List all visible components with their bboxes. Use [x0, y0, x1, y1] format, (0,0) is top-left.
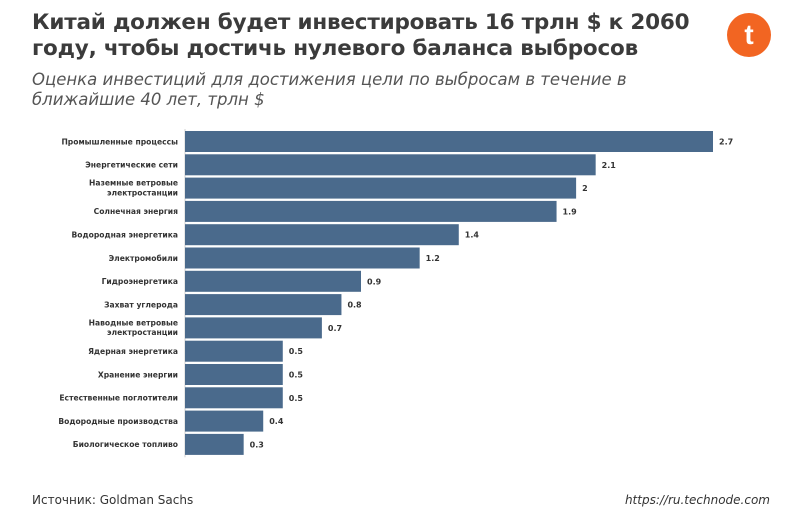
category-label-line: Наземные ветровые	[89, 179, 178, 188]
category-label: Наземные ветровые электростанции	[89, 179, 178, 198]
value-label: 2	[582, 184, 588, 193]
source-label: Источник: Goldman Sachs	[32, 493, 194, 507]
value-label: 2.1	[602, 161, 617, 170]
value-label: 0.5	[289, 347, 304, 356]
category-label: Водородные производства	[58, 417, 178, 426]
value-label: 0.5	[289, 371, 304, 380]
bar	[185, 317, 322, 339]
logo-circle	[727, 13, 771, 57]
bar	[185, 177, 577, 199]
category-label: Энергетические сети	[85, 161, 178, 170]
category-label: Гидроэнергетика	[102, 277, 178, 286]
category-label: Хранение энергии	[98, 370, 178, 379]
bar	[185, 410, 264, 432]
bar	[185, 224, 459, 246]
bar	[185, 433, 244, 455]
value-label: 2.7	[719, 138, 733, 147]
chart-subtitle: Оценка инвестиций для достижения цели по…	[32, 70, 627, 109]
bar	[185, 340, 283, 362]
source-url[interactable]: https://ru.technode.com	[624, 493, 770, 507]
bar-chart: Промышленные процессы 2.7 Энергетические с…	[58, 129, 733, 458]
bar	[185, 154, 596, 176]
bar	[185, 247, 420, 269]
value-label: 0.9	[367, 277, 382, 286]
technode-logo: t	[727, 13, 771, 57]
category-label: Электромобили	[109, 254, 178, 263]
value-label: 0.3	[250, 440, 264, 449]
value-label: 0.7	[328, 324, 342, 333]
bar	[185, 294, 342, 316]
value-label: 0.8	[347, 301, 362, 310]
bar	[185, 387, 283, 409]
category-label: Наводные ветровые электростанции	[89, 319, 178, 338]
category-label: Промышленные процессы	[61, 137, 178, 146]
category-label: Ядерная энергетика	[88, 347, 178, 356]
logo-letter: t	[744, 19, 753, 50]
bar	[185, 200, 557, 222]
value-label: 1.4	[465, 231, 480, 240]
category-label-line: электростанции	[107, 188, 178, 197]
category-label-line: электростанции	[107, 328, 178, 337]
value-label: 0.5	[289, 394, 304, 403]
category-label: Естественные поглотители	[59, 394, 178, 403]
bar	[185, 270, 361, 292]
category-label-line: Наводные ветровые	[89, 319, 178, 328]
category-label: Захват углерода	[104, 300, 178, 309]
bar	[185, 364, 283, 385]
category-label: Солнечная энергия	[94, 207, 178, 216]
category-label: Водородная энергетика	[72, 231, 178, 240]
bar	[185, 131, 713, 152]
category-label: Биологическое топливо	[73, 440, 178, 449]
value-label: 1.2	[426, 254, 440, 263]
value-label: 1.9	[563, 207, 578, 216]
value-label: 0.4	[269, 417, 284, 426]
chart-title: Китай должен будет инвестировать 16 трлн…	[32, 10, 690, 61]
